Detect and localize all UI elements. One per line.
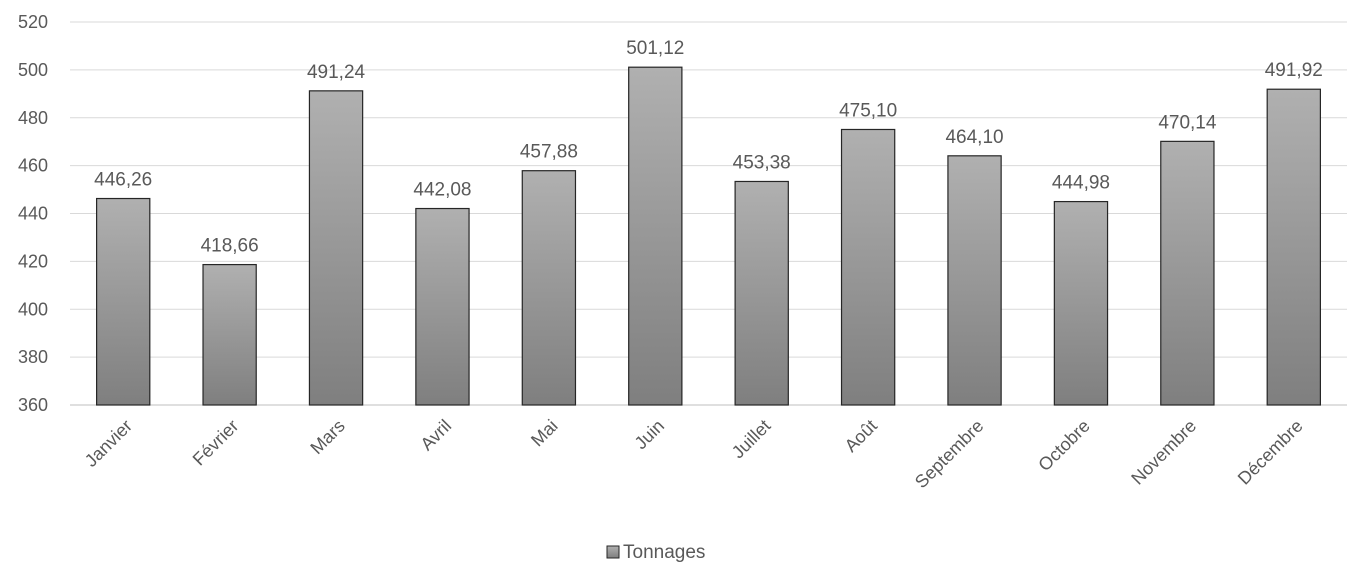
- bar-mai: [521, 170, 577, 406]
- x-tick-label: Octobre: [1034, 416, 1093, 475]
- data-label: 491,24: [307, 62, 366, 83]
- x-tick-label: Mars: [306, 416, 348, 458]
- bar-octobre: [1053, 200, 1109, 406]
- gridlines: [70, 21, 1347, 406]
- y-tick-label: 380: [18, 347, 48, 367]
- bar-septembre: [947, 155, 1002, 406]
- y-tick-label: 520: [18, 12, 48, 32]
- data-label: 491,92: [1265, 60, 1323, 81]
- x-tick-label: Décembre: [1234, 416, 1307, 489]
- bar-avril: [415, 207, 470, 406]
- data-label: 501,12: [626, 38, 684, 59]
- data-label: 444,98: [1052, 173, 1110, 194]
- y-tick-label: 500: [18, 60, 48, 80]
- bar-janvier: [96, 197, 151, 406]
- x-tick-label: Novembre: [1127, 416, 1200, 489]
- bars: [96, 66, 1321, 406]
- x-tick-label: Août: [841, 416, 881, 456]
- bar-août: [840, 128, 896, 406]
- data-label: 470,14: [1158, 112, 1217, 133]
- y-tick-label: 400: [18, 299, 48, 319]
- data-label: 442,08: [413, 180, 471, 201]
- data-label: 457,88: [520, 142, 578, 163]
- x-axis-labels: Janvier Février Mars Avril Mai Juin Juillet Aoû…: [81, 416, 1307, 492]
- x-tick-label: Avril: [417, 416, 456, 455]
- y-tick-label: 360: [18, 395, 48, 415]
- bar-juin: [628, 66, 683, 406]
- x-tick-label: Juin: [631, 416, 668, 453]
- bar-novembre: [1160, 140, 1215, 406]
- x-tick-label: Février: [189, 416, 243, 470]
- data-label: 464,10: [945, 127, 1003, 148]
- y-tick-label: 460: [18, 156, 48, 176]
- bar-mars: [308, 90, 364, 406]
- data-label: 446,26: [94, 170, 152, 191]
- bar-juillet: [734, 180, 789, 406]
- x-tick-label: Janvier: [81, 416, 136, 471]
- bar-février: [202, 263, 257, 406]
- y-axis-ticks: 520 500 480 460 440 420 400 380 360: [18, 12, 48, 415]
- bar-décembre: [1266, 88, 1321, 406]
- data-labels: 446,26 418,66 491,24 442,08 457,88 501,12 453,…: [94, 38, 1323, 256]
- data-label: 475,10: [839, 100, 897, 121]
- legend-swatch: [606, 545, 620, 559]
- x-tick-label: Juillet: [728, 416, 775, 463]
- x-tick-label: Mai: [527, 416, 562, 451]
- y-tick-label: 480: [18, 108, 48, 128]
- y-tick-label: 420: [18, 251, 48, 271]
- data-label: 418,66: [201, 236, 259, 257]
- legend-label-tonnages: Tonnages: [623, 542, 705, 563]
- legend: Tonnages: [606, 542, 705, 563]
- y-tick-label: 440: [18, 204, 48, 224]
- data-label: 453,38: [733, 152, 791, 173]
- x-tick-label: Septembre: [911, 416, 987, 492]
